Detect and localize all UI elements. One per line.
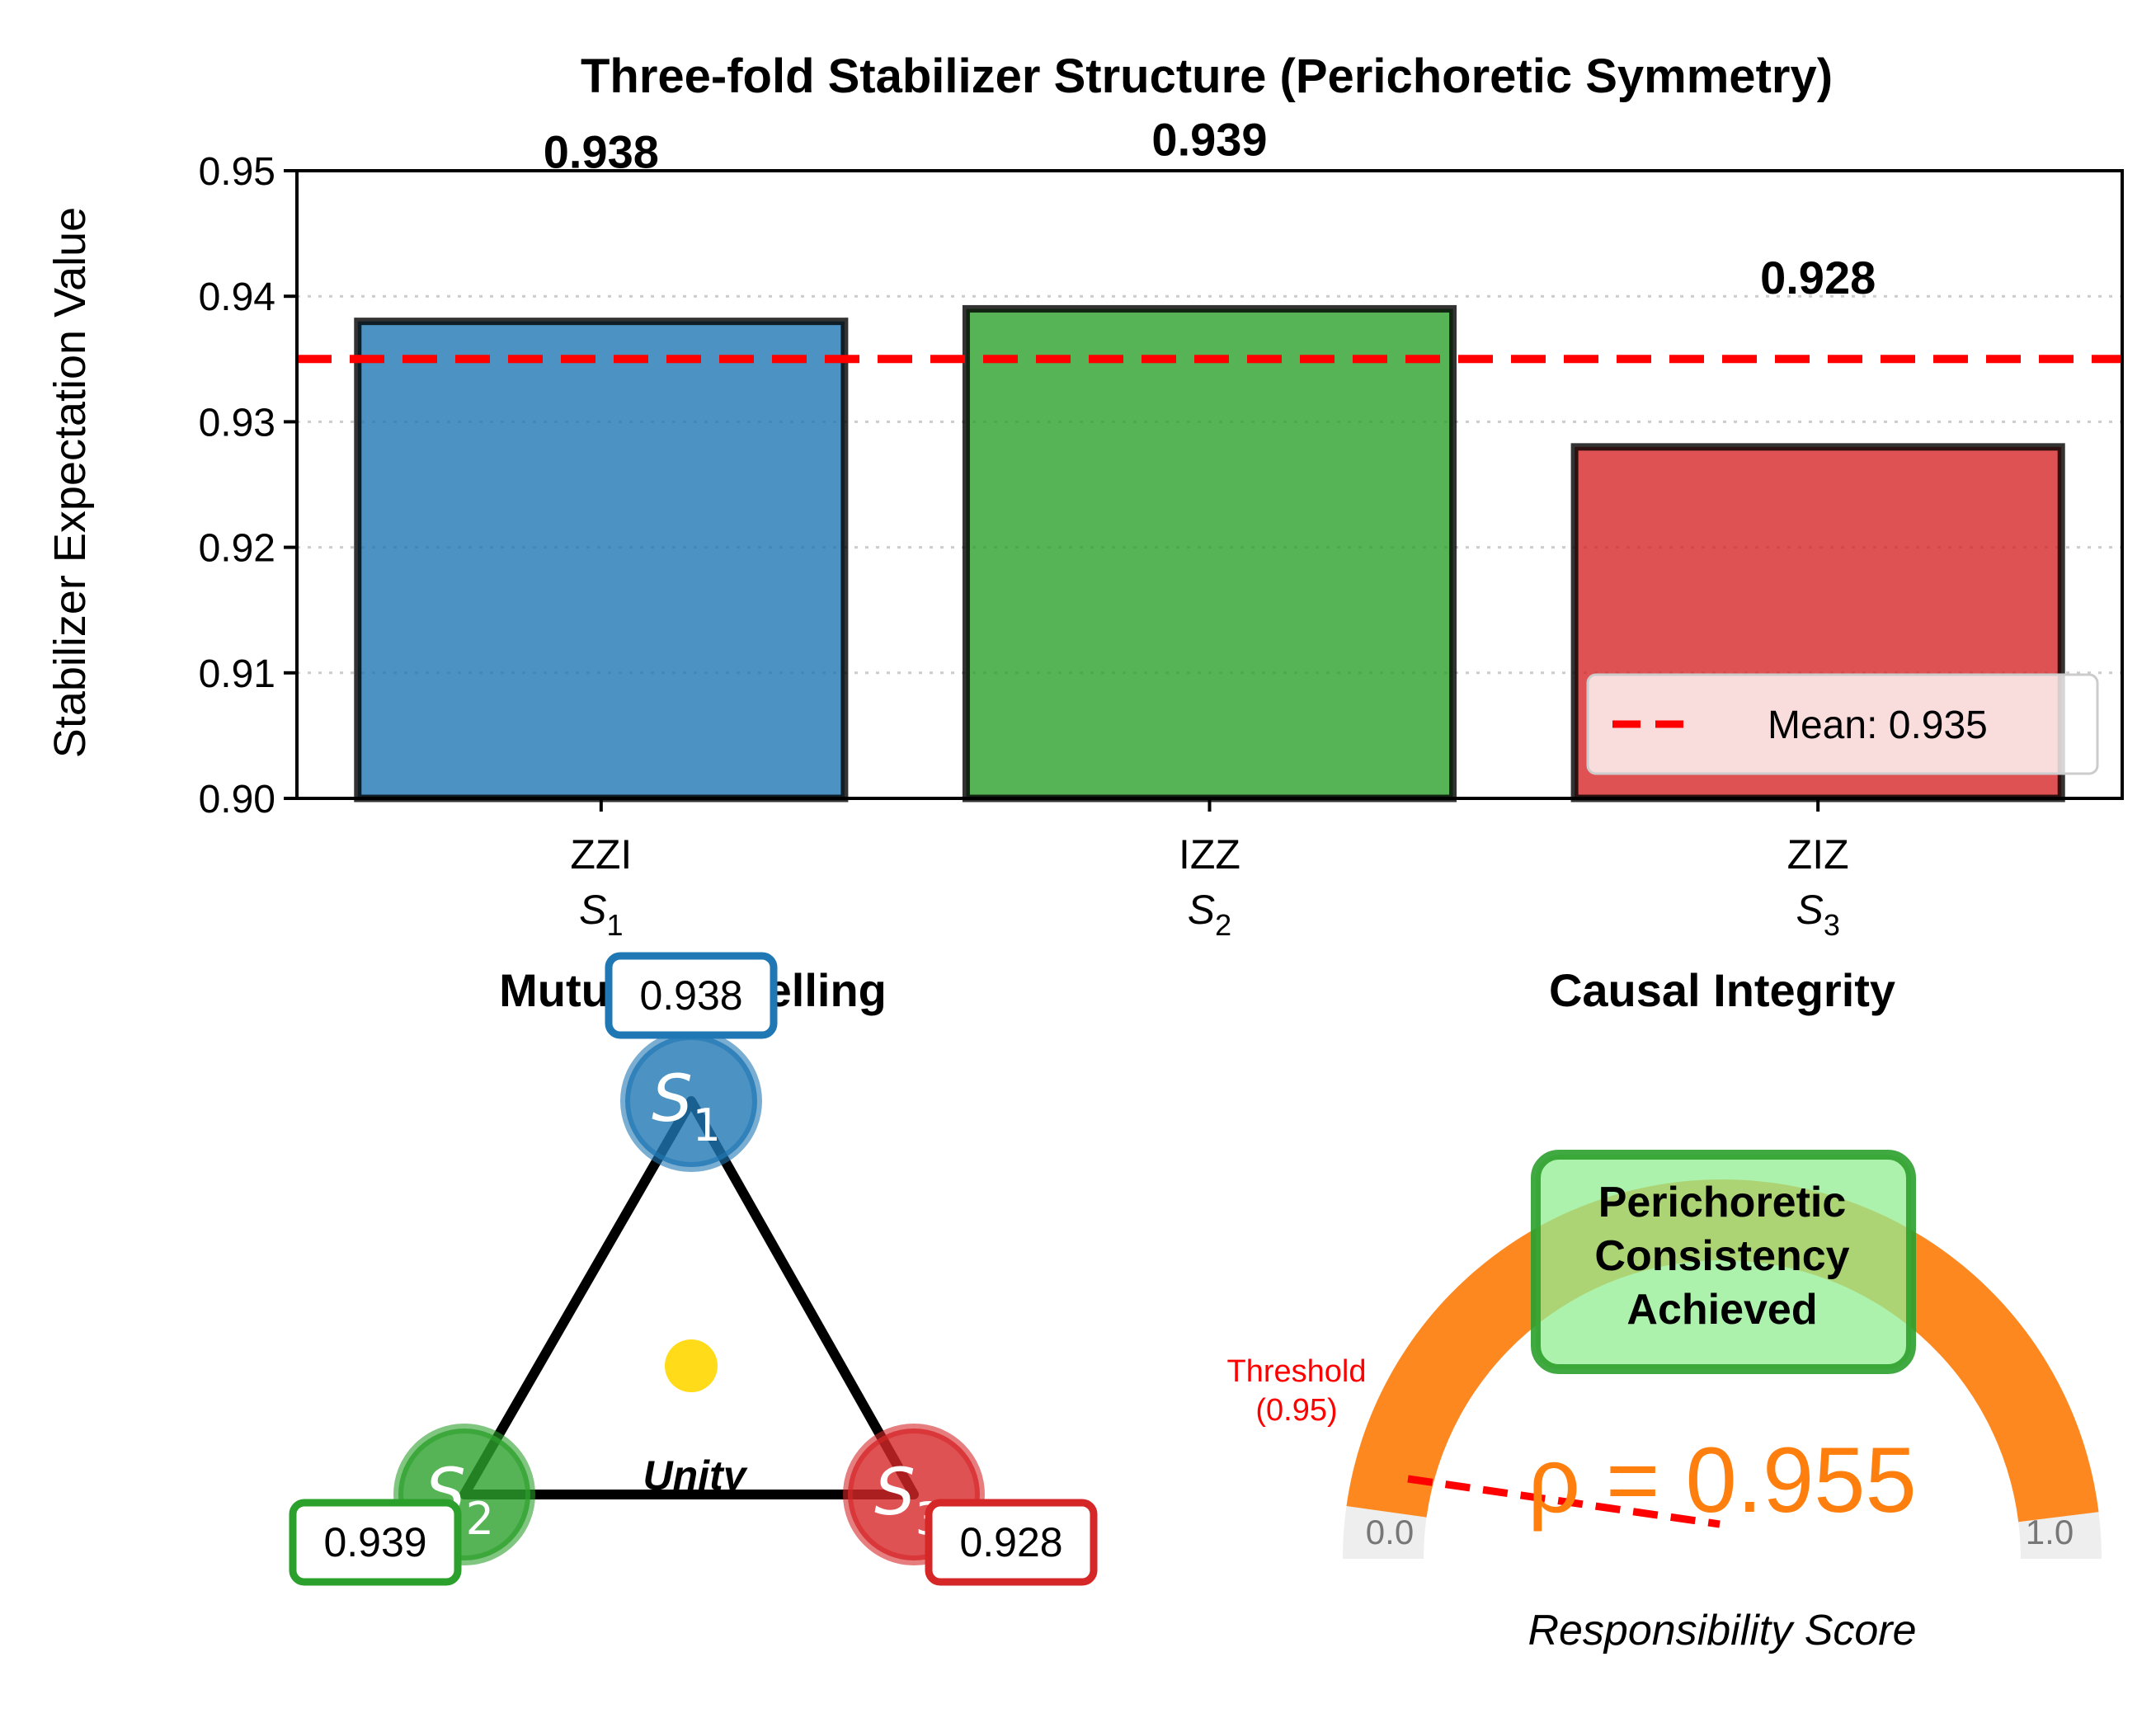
x-tick-sublabel: S1	[579, 887, 623, 942]
node-value-label: 0.939	[323, 1519, 426, 1565]
x-tick-label: ZZI	[570, 831, 632, 878]
y-axis-ticks: 0.90 0.91 0.92 0.93 0.94 0.95	[199, 150, 297, 821]
causal-integrity-panel: Causal Integrity Threshold (0.95) 0.0 1.…	[1227, 964, 2102, 1654]
value-label: 0.928	[1760, 252, 1876, 304]
gauge-max-label: 1.0	[2026, 1513, 2074, 1551]
value-label: 0.939	[1151, 113, 1267, 165]
bar-zzi	[354, 318, 849, 803]
node-value-box	[289, 1499, 462, 1586]
unity-label: Unity	[643, 1452, 748, 1499]
x-axis-ticks: ZZI S1 IZZ S2 ZIZ S3	[570, 798, 1849, 942]
node-value-box	[925, 1499, 1098, 1586]
gauge-min-label: 0.0	[1366, 1513, 1414, 1551]
y-tick-label: 0.91	[199, 652, 275, 696]
threshold-label-2: (0.95)	[1255, 1393, 1337, 1428]
bar-chart: Three-fold Stabilizer Structure (Pericho…	[45, 49, 2124, 942]
node-label: S1	[652, 1062, 721, 1151]
legend-box	[1586, 673, 2099, 775]
value-label: 0.938	[544, 126, 659, 178]
x-tick-sublabel: S2	[1188, 887, 1231, 942]
bar-izz	[962, 304, 1457, 803]
x-tick-label: IZZ	[1179, 831, 1240, 878]
triangle-edges	[459, 1096, 919, 1499]
y-tick-label: 0.94	[199, 275, 275, 319]
threshold-line	[1407, 1475, 1721, 1528]
node-value-box	[605, 952, 778, 1039]
y-tick-label: 0.90	[199, 778, 275, 821]
value-labels: 0.938 0.939 0.928	[544, 113, 1876, 303]
rho-value-label: ρ = 0.955	[1528, 1429, 1917, 1532]
legend-mean-label: Mean: 0.935	[1768, 704, 1988, 747]
badge-line-1: Perichoretic	[1598, 1179, 1847, 1226]
node-value-label: 0.938	[639, 972, 742, 1019]
causal-integrity-title: Causal Integrity	[1549, 964, 1895, 1016]
y-tick-label: 0.93	[199, 401, 275, 445]
y-tick-label: 0.92	[199, 527, 275, 571]
mutual-indwelling-panel: Mutual Indwelling Unity S10.938S20.939S3…	[289, 952, 1098, 1586]
threshold-label-1: Threshold	[1227, 1354, 1367, 1389]
unity-center-dot	[665, 1339, 718, 1392]
gauge-x-label: Responsibility Score	[1528, 1607, 1916, 1654]
badge-line-3: Achieved	[1626, 1286, 1817, 1334]
chart-title: Three-fold Stabilizer Structure (Pericho…	[581, 49, 1833, 103]
node-value-label: 0.928	[959, 1519, 1062, 1565]
y-tick-label: 0.95	[199, 150, 275, 194]
legend: Mean: 0.935	[1586, 673, 2099, 775]
x-tick-label: ZIZ	[1787, 831, 1849, 878]
consistency-badge	[1531, 1150, 1916, 1374]
badge-line-2: Consistency	[1594, 1232, 1849, 1280]
x-tick-sublabel: S3	[1796, 887, 1839, 942]
y-axis-label: Stabilizer Expectation Value	[45, 207, 95, 758]
